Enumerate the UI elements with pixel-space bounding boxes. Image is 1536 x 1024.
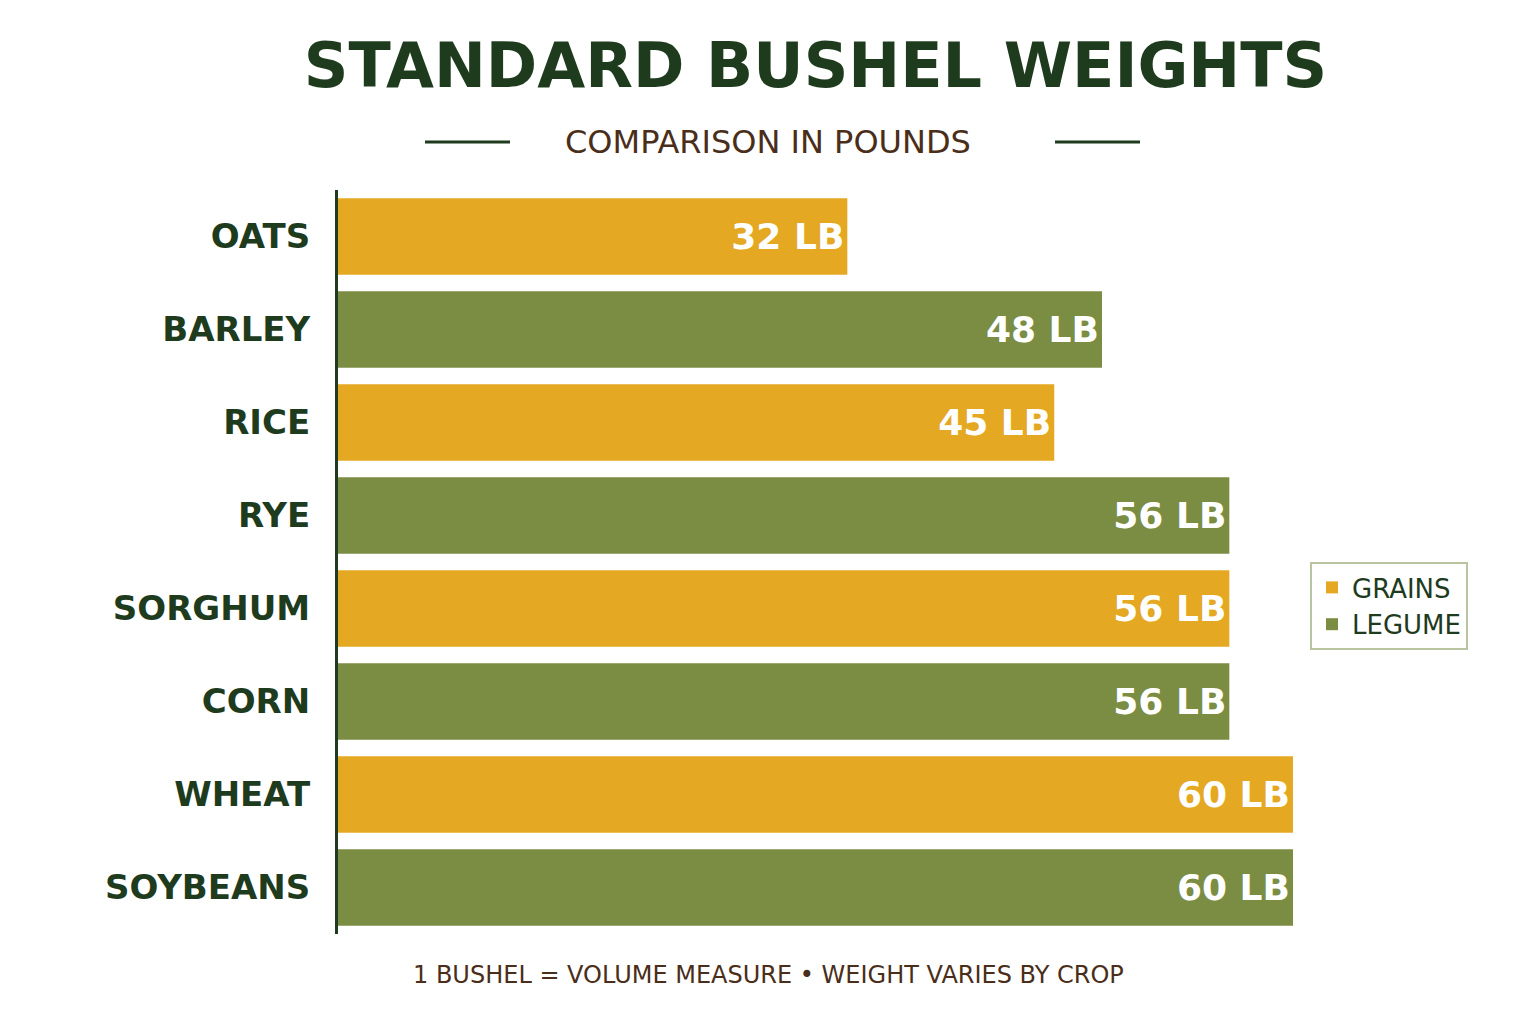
svg-text:SORGHUM: SORGHUM [113, 588, 310, 628]
svg-text:STANDARD BUSHEL WEIGHTS: STANDARD BUSHEL WEIGHTS [304, 29, 1327, 102]
svg-text:45 LB: 45 LB [938, 402, 1051, 443]
svg-text:56 LB: 56 LB [1113, 681, 1226, 722]
svg-text:BARLEY: BARLEY [162, 309, 310, 349]
svg-text:LEGUME: LEGUME [1352, 610, 1461, 640]
svg-text:OATS: OATS [211, 216, 310, 256]
svg-text:RYE: RYE [238, 495, 310, 535]
svg-text:COMPARISON IN POUNDS: COMPARISON IN POUNDS [565, 123, 971, 161]
svg-text:60 LB: 60 LB [1177, 774, 1290, 815]
svg-text:56 LB: 56 LB [1113, 588, 1226, 629]
svg-text:60 LB: 60 LB [1177, 867, 1290, 908]
svg-text:32 LB: 32 LB [731, 216, 844, 257]
svg-text:CORN: CORN [202, 681, 311, 721]
svg-text:1 BUSHEL = VOLUME MEASURE • WE: 1 BUSHEL = VOLUME MEASURE • WEIGHT VARIE… [413, 961, 1124, 989]
svg-text:GRAINS: GRAINS [1352, 574, 1451, 604]
svg-text:WHEAT: WHEAT [174, 774, 311, 814]
svg-text:56 LB: 56 LB [1113, 495, 1226, 536]
svg-text:48 LB: 48 LB [986, 309, 1099, 350]
svg-text:RICE: RICE [223, 402, 310, 442]
svg-text:SOYBEANS: SOYBEANS [105, 867, 310, 907]
